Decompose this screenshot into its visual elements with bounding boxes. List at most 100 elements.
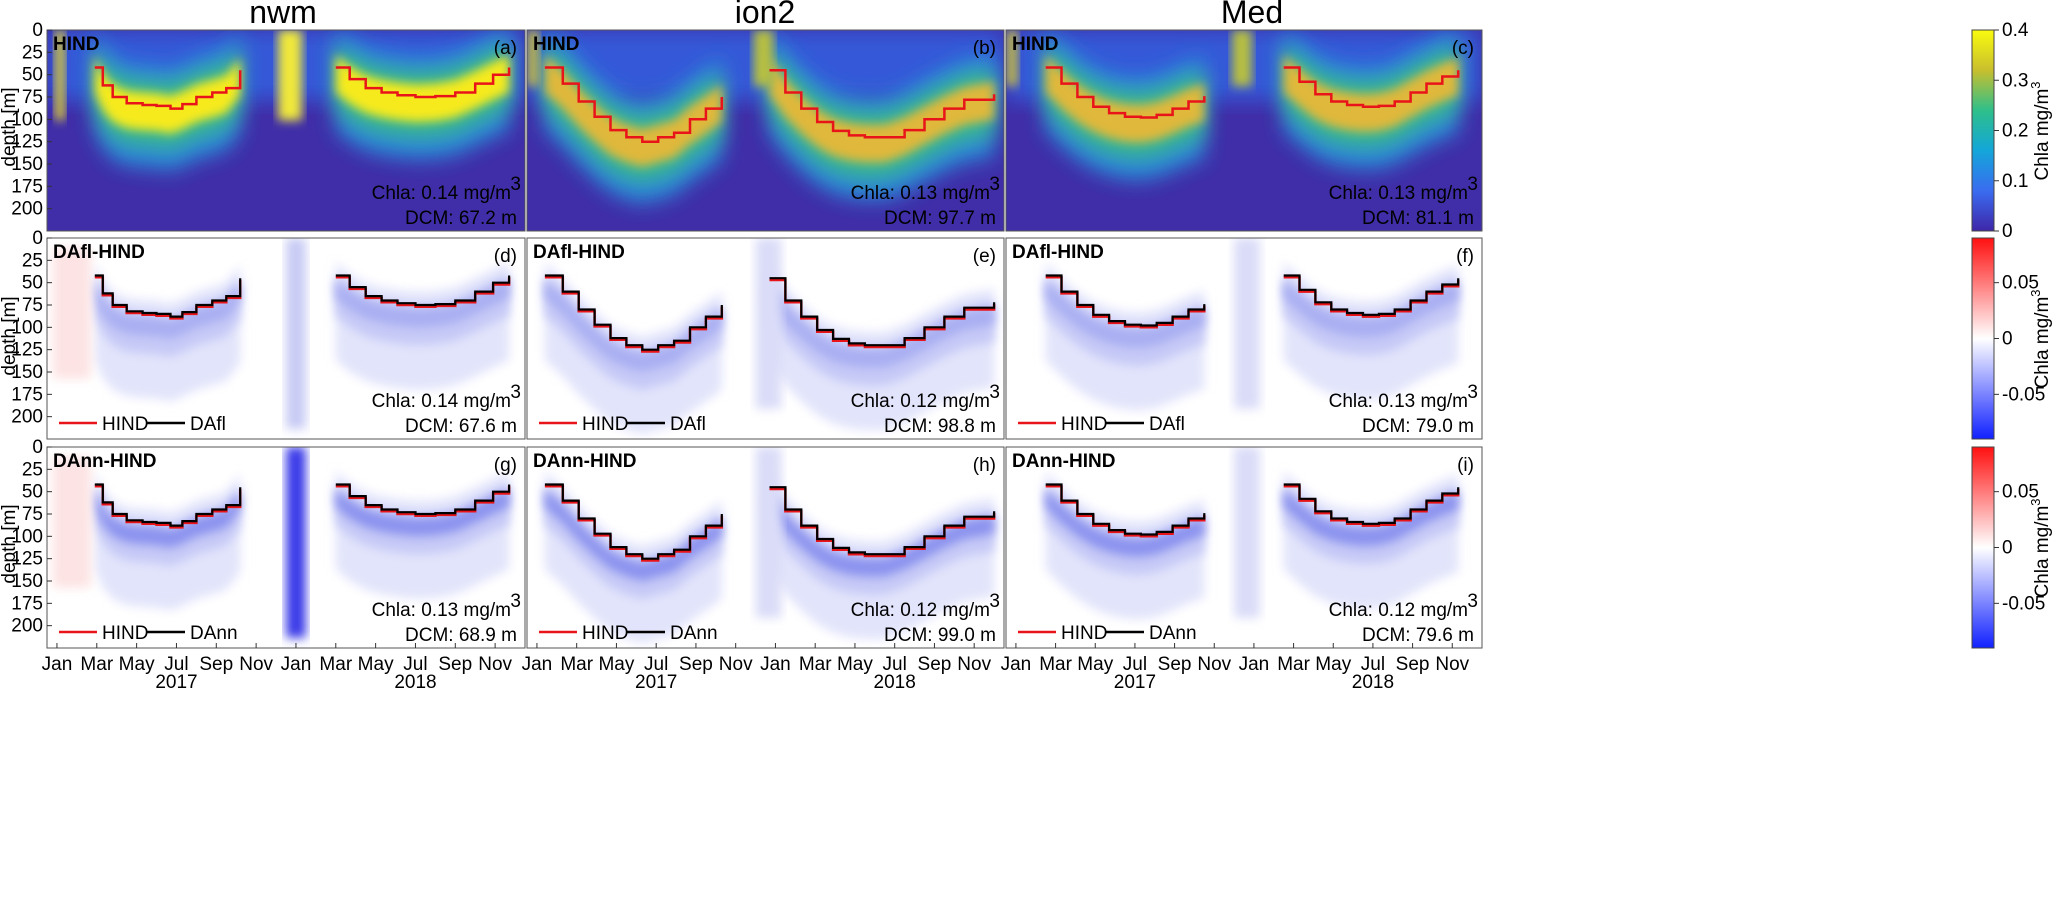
panel-dcm-text: DCM: 98.8 m (884, 416, 996, 437)
ytick-label: 200 (11, 199, 43, 220)
panel-dcm-text: DCM: 68.9 m (405, 625, 517, 646)
dcm-line-da (335, 483, 511, 516)
ytick-label: 0 (32, 437, 43, 458)
heatmap-mixing-column (278, 30, 302, 121)
xtick-month-label: May (358, 654, 394, 675)
colorbar-diff-1-label: Chla mg/m3 (2028, 289, 2053, 388)
xtick-month-label: Jan (522, 654, 553, 675)
xtick-month-label: Mar (80, 654, 113, 675)
panel-g: HIND DAnn DAnn-HIND (g) Chla: 0.13 mg/m 3 DCM:… (46, 446, 526, 649)
colorbar-tick-label: 0.4 (2002, 20, 2029, 41)
dcm-line-da (94, 483, 242, 527)
heatmap-band-core (94, 55, 241, 134)
heatmap-band-core (769, 57, 995, 163)
xtick-year-label: 2018 (874, 672, 916, 693)
dcm-line-da (335, 274, 511, 307)
panel-dcm-text: DCM: 79.6 m (1362, 625, 1474, 646)
xtick-month-label: Sep (679, 654, 713, 675)
dcm-line-da (544, 274, 723, 351)
colorbar-diff-1: 0.05 0 -0.05 Chla mg/m3 (1971, 237, 2053, 440)
diff-band-mid (769, 487, 995, 595)
panel-chla-sup: 3 (989, 591, 1000, 612)
diff-band-mid (769, 278, 995, 386)
xtick-month-label: Mar (560, 654, 593, 675)
panel-title: DAnn-HIND (53, 451, 156, 472)
panel-title: DAnn-HIND (533, 451, 636, 472)
colorbar-tick-label: 0.05 (2002, 273, 2039, 294)
ytick-label: 75 (22, 504, 43, 525)
xtick-month-label: Jan (42, 654, 73, 675)
dcm-line-da (769, 277, 996, 347)
panel-id: (g) (494, 455, 517, 476)
panel-dcm-text: DCM: 81.1 m (1362, 208, 1474, 229)
diff-winter-column (286, 238, 306, 429)
panel-id: (e) (973, 246, 996, 267)
ytick-label: 75 (22, 295, 43, 316)
x-axis-ticks: Jan Mar May Jul Sep Nov Jan Mar May Jul Sep Nov2017… (42, 643, 1470, 693)
legend-label-da: DAfl (1149, 414, 1185, 435)
panel-chla-text: Chla: 0.12 mg/m (851, 600, 990, 621)
panel-dcm-text: DCM: 67.6 m (405, 416, 517, 437)
panel-title: DAfl-HIND (1012, 242, 1104, 263)
diff-band-mid (544, 484, 722, 599)
xtick-year-label: 2018 (1352, 672, 1394, 693)
panel-frame (526, 29, 1005, 232)
xtick-month-label: Mar (319, 654, 352, 675)
panel-chla-text: Chla: 0.12 mg/m (1329, 600, 1468, 621)
dcm-line-da (94, 274, 242, 318)
panel-chla-text: Chla: 0.12 mg/m (851, 391, 990, 412)
panel-c: HIND (c) Chla: 0.13 mg/m 3 DCM: 81.1 m (1005, 29, 1483, 232)
diff-band-mid (1045, 275, 1205, 366)
ylabel-row-1: depth [m] (0, 87, 20, 166)
panel-id: (b) (973, 38, 996, 59)
panel-chla-sup: 3 (1467, 382, 1478, 403)
diff-band-core (1283, 489, 1459, 547)
ytick-label: 50 (22, 273, 43, 294)
xtick-month-label: Jan (1239, 654, 1270, 675)
panel-h: HIND DAnn DAnn-HIND (h) Chla: 0.12 mg/m 3 DCM:… (526, 446, 1005, 649)
ytick-label: 100 (11, 526, 43, 547)
ytick-label: 150 (11, 154, 43, 175)
legend-label-da: DAnn (190, 623, 238, 644)
ytick-label: 75 (22, 87, 43, 108)
dcm-line-da (1045, 274, 1206, 327)
colorbar-chla: 0 0.1 0.2 0.3 0.4 Chla mg/m3 (1971, 20, 2053, 242)
legend-label-da: DAnn (1149, 623, 1197, 644)
ytick-label: 25 (22, 42, 43, 63)
xtick-month-label: Nov (957, 654, 991, 675)
xtick-month-label: Nov (719, 654, 753, 675)
heatmap-band-core (1283, 55, 1459, 132)
colorbar-tick-label: 0.2 (2002, 121, 2028, 142)
panel-chla-sup: 3 (1467, 591, 1478, 612)
diff-band-core (94, 280, 241, 339)
panel-frame (1005, 237, 1483, 440)
xtick-month-label: Sep (1158, 654, 1192, 675)
legend-label-hind: HIND (582, 623, 628, 644)
diff-winter-column (1234, 447, 1260, 618)
diff-band-core (1283, 280, 1459, 338)
colorbar-tick-label: -0.05 (2002, 384, 2045, 405)
diff-band-core (544, 280, 722, 372)
panel-title: DAfl-HIND (53, 242, 145, 263)
diff-winter-column (286, 447, 306, 638)
ytick-label: 50 (22, 482, 43, 503)
diff-band-core (335, 489, 510, 537)
panel-chla-text: Chla: 0.13 mg/m (851, 183, 990, 204)
panel-title: HIND (533, 34, 579, 55)
ytick-label: 150 (11, 362, 43, 383)
ylabel-row-2: depth [m] (0, 296, 20, 375)
panel-id: (c) (1452, 38, 1474, 59)
panel-frame (46, 29, 526, 232)
legend-label-da: DAfl (190, 414, 226, 435)
panel-a: HIND (a) Chla: 0.14 mg/m 3 DCM: 67.2 m (46, 29, 526, 232)
y-axis-ticks: 0255075100125150175200025507510012515017… (11, 20, 52, 637)
panel-dcm-text: DCM: 99.0 m (884, 625, 996, 646)
column-title-nwm: nwm (249, 0, 317, 30)
heatmap-mixing-column (1006, 30, 1018, 87)
xtick-month-label: Jan (281, 654, 312, 675)
dcm-line-hind (769, 68, 996, 139)
ytick-label: 25 (22, 250, 43, 271)
panel-chla-text: Chla: 0.13 mg/m (372, 600, 511, 621)
dcm-line-hind (544, 66, 724, 143)
